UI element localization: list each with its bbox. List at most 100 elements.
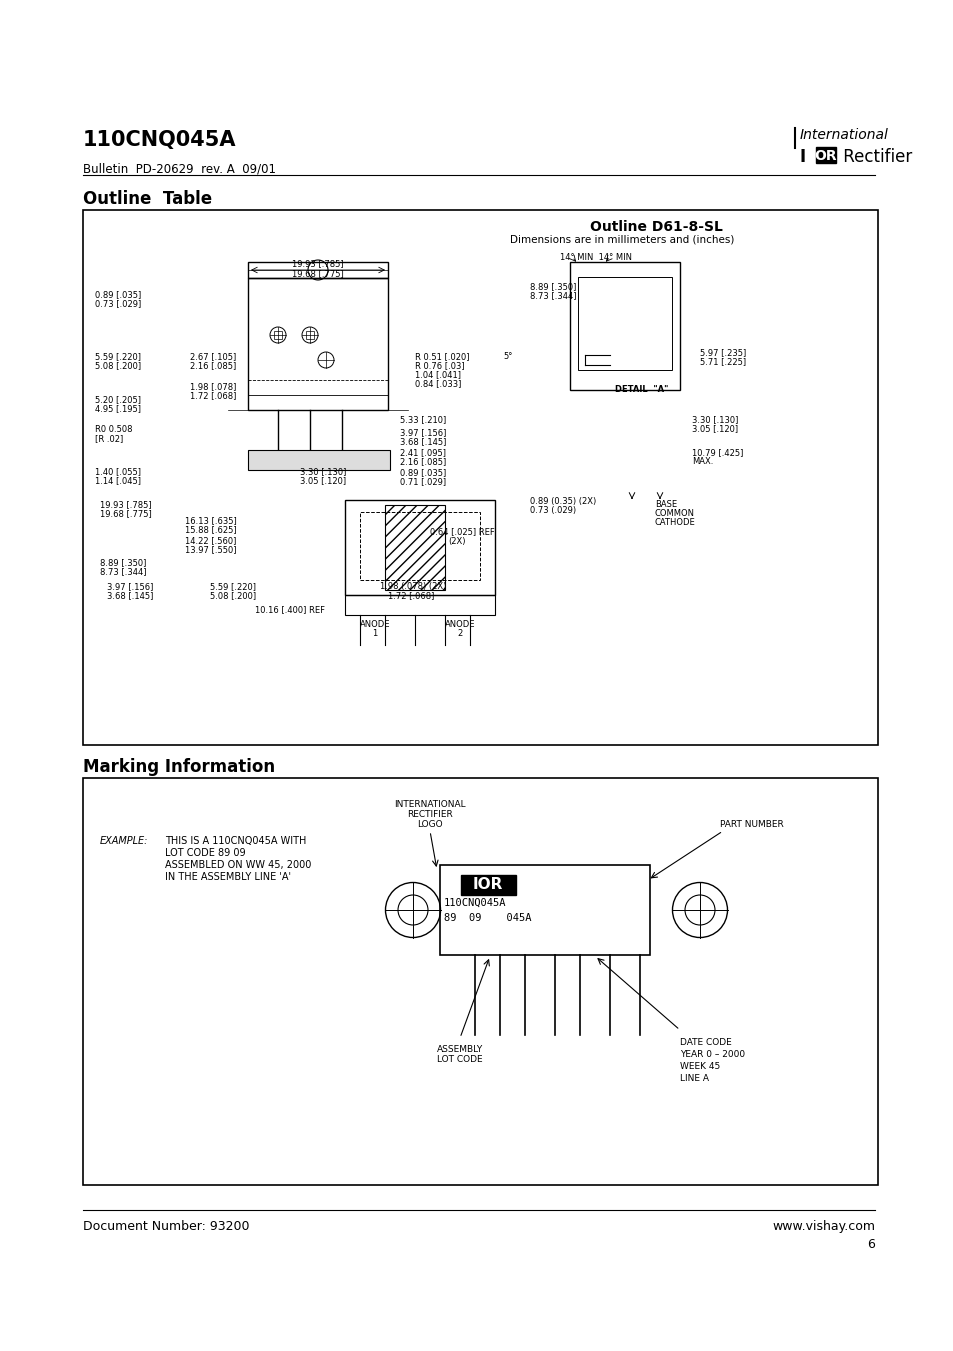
- Text: Outline  Table: Outline Table: [83, 190, 212, 208]
- Text: PART NUMBER: PART NUMBER: [720, 820, 783, 830]
- Text: International: International: [800, 128, 888, 142]
- Text: 19.93 [.785]: 19.93 [.785]: [100, 500, 152, 509]
- Text: ANODE: ANODE: [444, 620, 475, 630]
- Text: 6: 6: [866, 1238, 874, 1251]
- Text: 5°: 5°: [502, 353, 512, 361]
- Bar: [248, 450, 390, 470]
- Text: R 0.51 [.020]: R 0.51 [.020]: [415, 353, 469, 361]
- Text: 2.16 [.085]: 2.16 [.085]: [399, 457, 446, 466]
- Text: RECTIFIER: RECTIFIER: [407, 811, 453, 819]
- Text: 1.72 [.068]: 1.72 [.068]: [190, 390, 236, 400]
- Text: 3.68 [.145]: 3.68 [.145]: [107, 590, 153, 600]
- Text: 5.20 [.205]: 5.20 [.205]: [95, 394, 141, 404]
- Text: 19.68 [.775]: 19.68 [.775]: [100, 509, 152, 517]
- Text: 3.05 [.120]: 3.05 [.120]: [299, 476, 346, 485]
- Text: 1.98 [.078]: 1.98 [.078]: [190, 382, 236, 390]
- Text: 5.59 [.220]: 5.59 [.220]: [95, 353, 141, 361]
- Text: 0.89 (0.35) (2X): 0.89 (0.35) (2X): [530, 497, 596, 507]
- Text: 19.93 [.785]: 19.93 [.785]: [292, 259, 343, 267]
- Text: 0.73 [.029]: 0.73 [.029]: [95, 299, 141, 308]
- Text: BASE: BASE: [655, 500, 677, 509]
- Text: INTERNATIONAL: INTERNATIONAL: [394, 800, 465, 809]
- Text: 5.33 [.210]: 5.33 [.210]: [399, 415, 446, 424]
- Text: LOT CODE 89 09: LOT CODE 89 09: [165, 848, 245, 858]
- Text: 4.95 [.195]: 4.95 [.195]: [95, 404, 141, 413]
- Text: CATHODE: CATHODE: [655, 517, 695, 527]
- Text: 8.89 [.350]: 8.89 [.350]: [530, 282, 576, 290]
- Text: 89  09    045A: 89 09 045A: [443, 913, 531, 923]
- Text: 3.05 [.120]: 3.05 [.120]: [691, 424, 738, 434]
- Text: OR: OR: [814, 149, 837, 163]
- Text: COMMON: COMMON: [655, 509, 695, 517]
- Text: EXAMPLE:: EXAMPLE:: [100, 836, 149, 846]
- Text: www.vishay.com: www.vishay.com: [771, 1220, 874, 1233]
- Text: 5.08 [.200]: 5.08 [.200]: [95, 361, 141, 370]
- Text: LOT CODE: LOT CODE: [436, 1055, 482, 1065]
- Text: 3.97 [.156]: 3.97 [.156]: [399, 428, 446, 436]
- Text: 2.67 [.105]: 2.67 [.105]: [190, 353, 236, 361]
- Text: 1.04 [.041]: 1.04 [.041]: [415, 370, 460, 380]
- Text: 1.14 [.045]: 1.14 [.045]: [95, 476, 141, 485]
- Text: 0.71 [.029]: 0.71 [.029]: [399, 477, 446, 486]
- Text: 0.84 [.033]: 0.84 [.033]: [415, 380, 461, 388]
- Text: 10.79 [.425]: 10.79 [.425]: [691, 449, 742, 457]
- Text: 1: 1: [372, 630, 377, 638]
- Text: 110CNQ045A: 110CNQ045A: [443, 898, 506, 908]
- Text: 8.73 [.344]: 8.73 [.344]: [530, 290, 576, 300]
- Text: 1.98 (.078) (2X): 1.98 (.078) (2X): [379, 582, 446, 590]
- Text: 3.68 [.145]: 3.68 [.145]: [399, 436, 446, 446]
- Text: DATE CODE: DATE CODE: [679, 1038, 731, 1047]
- Bar: [439, 865, 649, 955]
- Text: Marking Information: Marking Information: [83, 758, 274, 775]
- Text: 8.89 [.350]: 8.89 [.350]: [100, 558, 146, 567]
- Text: 0.89 [.035]: 0.89 [.035]: [95, 290, 141, 299]
- Text: 16.13 [.635]: 16.13 [.635]: [185, 516, 236, 526]
- Bar: [83, 209, 877, 744]
- Text: 15.88 [.625]: 15.88 [.625]: [185, 526, 236, 534]
- Text: 19.68 [.775]: 19.68 [.775]: [292, 269, 343, 278]
- Text: Outline D61-8-SL: Outline D61-8-SL: [589, 220, 722, 234]
- Text: 14.22 [.560]: 14.22 [.560]: [185, 536, 236, 544]
- Text: 5.08 [.200]: 5.08 [.200]: [210, 590, 255, 600]
- Text: 5.59 [.220]: 5.59 [.220]: [210, 582, 255, 590]
- Bar: [569, 262, 679, 390]
- Text: 1.72 [.068]: 1.72 [.068]: [388, 590, 434, 600]
- Bar: [345, 594, 495, 615]
- Text: ASSEMBLY: ASSEMBLY: [436, 1046, 482, 1054]
- Text: 2: 2: [456, 630, 462, 638]
- Text: R0 0.508: R0 0.508: [95, 426, 132, 434]
- Text: 2.41 [.095]: 2.41 [.095]: [399, 449, 446, 457]
- Text: 0.89 [.035]: 0.89 [.035]: [399, 467, 446, 477]
- Text: 3.30 [.130]: 3.30 [.130]: [691, 415, 738, 424]
- Text: I: I: [800, 149, 805, 166]
- Bar: [460, 875, 516, 894]
- Text: MAX.: MAX.: [691, 457, 713, 466]
- Text: 8.73 [.344]: 8.73 [.344]: [100, 567, 147, 576]
- Text: DETAIL  "A": DETAIL "A": [615, 385, 668, 394]
- Text: ANODE: ANODE: [359, 620, 390, 630]
- Text: YEAR 0 – 2000: YEAR 0 – 2000: [679, 1050, 744, 1059]
- Text: 14° MIN  14° MIN: 14° MIN 14° MIN: [559, 253, 631, 262]
- Text: 0.73 (.029): 0.73 (.029): [530, 507, 576, 515]
- Text: IN THE ASSEMBLY LINE 'A': IN THE ASSEMBLY LINE 'A': [165, 871, 291, 882]
- Text: ASSEMBLED ON WW 45, 2000: ASSEMBLED ON WW 45, 2000: [165, 861, 311, 870]
- Text: 10.16 [.400] REF: 10.16 [.400] REF: [254, 605, 325, 613]
- Text: Rectifier: Rectifier: [837, 149, 911, 166]
- Text: 5.97 [.235]: 5.97 [.235]: [700, 349, 745, 357]
- Bar: [248, 278, 388, 409]
- Text: 2.16 [.085]: 2.16 [.085]: [190, 361, 236, 370]
- Text: Document Number: 93200: Document Number: 93200: [83, 1220, 250, 1233]
- Text: Bulletin  PD-20629  rev. A  09/01: Bulletin PD-20629 rev. A 09/01: [83, 162, 275, 176]
- Text: 3.30 [.130]: 3.30 [.130]: [299, 467, 346, 476]
- Text: LOGO: LOGO: [416, 820, 442, 830]
- Text: 110CNQ045A: 110CNQ045A: [83, 130, 236, 150]
- Bar: [578, 277, 671, 370]
- Text: (2X): (2X): [448, 536, 465, 546]
- Text: [R .02]: [R .02]: [95, 434, 123, 443]
- Text: 1.40 [.055]: 1.40 [.055]: [95, 467, 141, 476]
- Bar: [83, 778, 877, 1185]
- Bar: [815, 147, 835, 163]
- Text: 13.97 [.550]: 13.97 [.550]: [185, 544, 236, 554]
- Text: 3.97 [.156]: 3.97 [.156]: [107, 582, 153, 590]
- Text: THIS IS A 110CNQ045A WITH: THIS IS A 110CNQ045A WITH: [165, 836, 306, 846]
